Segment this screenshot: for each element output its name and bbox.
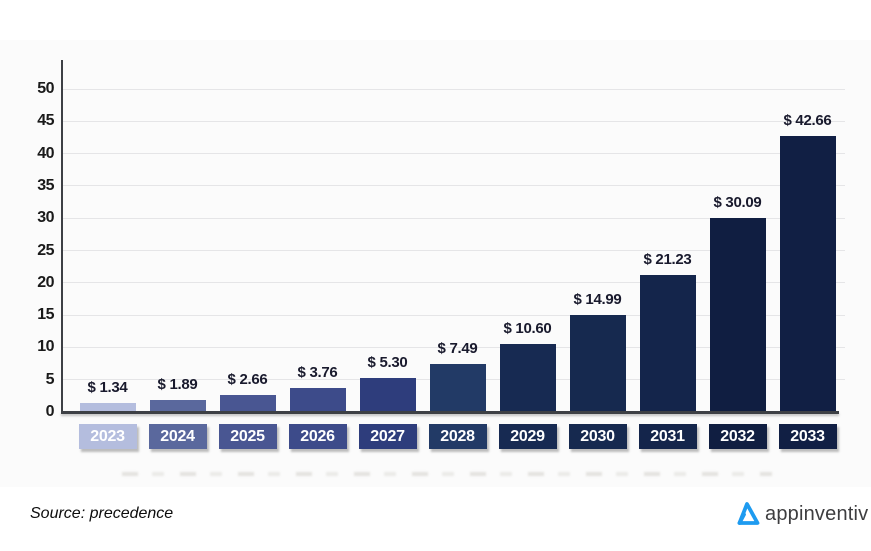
gridline-15 (63, 314, 845, 316)
gridline-50 (63, 88, 845, 90)
year-label-2023: 2023 (78, 424, 137, 449)
logo-text: appinventiv (765, 502, 869, 525)
year-label-2031: 2031 (638, 424, 697, 449)
bar-value-label-2023: $ 1.34 (87, 379, 128, 397)
gridline-45 (63, 120, 845, 122)
bar-2031 (639, 274, 696, 412)
bar-2023 (79, 403, 136, 412)
y-axis-tick-30: 30 (37, 209, 54, 227)
year-label-2033: 2033 (778, 424, 837, 449)
gridline-40 (63, 153, 845, 155)
bar-2027 (359, 377, 416, 412)
bar-value-label-2031: $ 21.23 (643, 250, 692, 268)
gridline-10 (63, 346, 845, 348)
bar-value-label-2026: $ 3.76 (297, 363, 338, 381)
gridline-30 (63, 217, 845, 219)
bar-value-label-2024: $ 1.89 (157, 375, 198, 393)
y-axis-tick-15: 15 (37, 306, 54, 324)
year-label-2025: 2025 (218, 424, 277, 449)
bar-value-label-2025: $ 2.66 (227, 370, 268, 388)
year-label-2024: 2024 (148, 424, 207, 449)
faded-caption-smudge (122, 472, 772, 476)
bar-value-label-2033: $ 42.66 (783, 112, 832, 130)
bar-value-label-2032: $ 30.09 (713, 193, 762, 211)
year-label-2026: 2026 (288, 424, 347, 449)
source-label: Source: precedence (30, 505, 174, 522)
bar-2032 (709, 217, 766, 412)
bar-2026 (289, 387, 346, 412)
bar-2030 (569, 315, 626, 412)
year-label-2030: 2030 (568, 424, 627, 449)
year-label-2029: 2029 (498, 424, 557, 449)
year-label-2032: 2032 (708, 424, 767, 449)
bar-value-label-2027: $ 5.30 (367, 353, 408, 371)
bar-2029 (499, 343, 556, 412)
bar-value-label-2028: $ 7.49 (437, 339, 478, 357)
y-axis-tick-20: 20 (37, 273, 54, 291)
bar-2028 (429, 363, 486, 412)
bar-value-label-2030: $ 14.99 (573, 291, 622, 309)
y-axis-tick-0: 0 (45, 403, 55, 420)
y-axis-tick-5: 5 (45, 370, 55, 388)
bar-2025 (219, 394, 276, 412)
y-axis-tick-45: 45 (37, 112, 54, 130)
bar-value-label-2029: $ 10.60 (503, 319, 552, 337)
y-axis-tick-50: 50 (37, 80, 54, 97)
x-axis-line (61, 411, 839, 414)
y-axis-tick-10: 10 (37, 338, 54, 356)
gridline-35 (63, 185, 845, 187)
year-label-2027: 2027 (358, 424, 417, 449)
y-axis-tick-40: 40 (37, 144, 54, 162)
y-axis-tick-25: 25 (37, 241, 54, 259)
year-label-2028: 2028 (428, 424, 487, 449)
y-axis-line (61, 60, 63, 414)
gridline-25 (63, 250, 845, 251)
appinventiv-triangle-a-icon (737, 501, 760, 525)
appinventiv-logo: appinventiv (733, 496, 868, 532)
bar-2024 (149, 399, 206, 412)
y-axis-tick-35: 35 (37, 176, 54, 194)
gridline-20 (63, 282, 845, 284)
bar-2033 (779, 136, 836, 412)
